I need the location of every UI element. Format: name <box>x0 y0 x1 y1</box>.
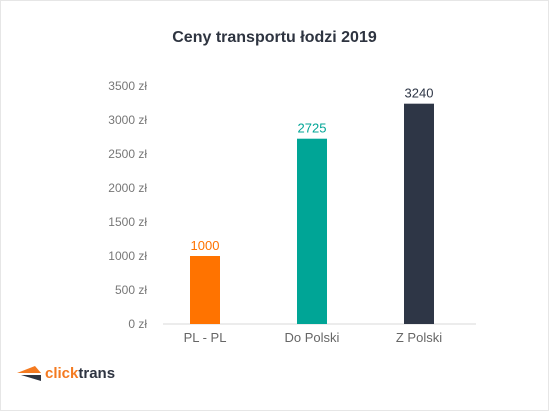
brand-name-prefix: click <box>45 365 79 382</box>
chart-title: Ceny transportu łodzi 2019 <box>172 29 377 46</box>
bars <box>190 103 434 325</box>
y-tick-label: 2500 zł <box>108 147 147 161</box>
bar-value-label: 2725 <box>298 121 327 136</box>
y-tick-label: 500 zł <box>115 283 147 297</box>
y-tick-label: 3500 zł <box>108 79 147 93</box>
y-tick-label: 2000 zł <box>108 181 147 195</box>
clicktrans-logo-icon <box>17 365 41 381</box>
value-labels: 1000 2725 3240 <box>191 86 434 253</box>
bar-value-label: 1000 <box>191 238 220 253</box>
y-axis: 0 zł 500 zł 1000 zł 1500 zł 2000 zł 2500 zł 30… <box>108 79 147 331</box>
clicktrans-logo: click trans <box>17 365 115 382</box>
bar <box>190 256 220 324</box>
x-axis: PL - PL Do Polski Z Polski <box>184 330 443 345</box>
y-tick-label: 0 zł <box>128 317 147 331</box>
brand-name-suffix: trans <box>78 365 116 382</box>
bar <box>404 103 434 325</box>
x-tick-label: Do Polski <box>285 330 340 345</box>
x-tick-label: Z Polski <box>396 330 442 345</box>
x-tick-label: PL - PL <box>184 330 227 345</box>
y-tick-label: 1000 zł <box>108 249 147 263</box>
bar <box>297 138 327 324</box>
bar-value-label: 3240 <box>405 86 434 101</box>
y-tick-label: 1500 zł <box>108 215 147 229</box>
y-tick-label: 3000 zł <box>108 113 147 127</box>
